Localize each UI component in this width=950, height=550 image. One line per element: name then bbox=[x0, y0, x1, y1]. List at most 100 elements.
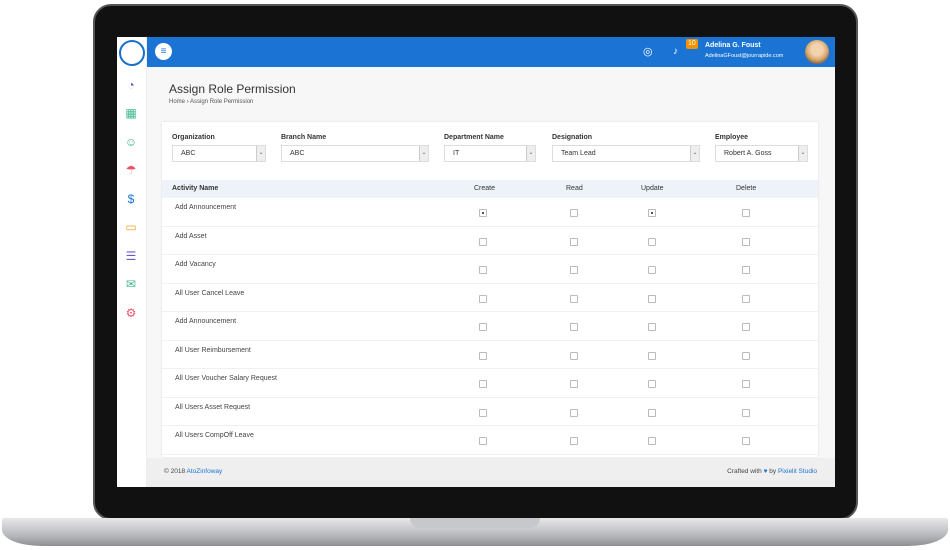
delete-checkbox[interactable] bbox=[742, 408, 750, 417]
employee-label: Employee bbox=[715, 134, 749, 141]
create-checkbox[interactable] bbox=[479, 294, 487, 303]
read-checkbox[interactable] bbox=[570, 209, 578, 217]
table-row: All Users Asset Request bbox=[162, 398, 818, 426]
header-activity: Activity Name bbox=[172, 185, 219, 192]
update-checkbox[interactable] bbox=[648, 437, 656, 445]
table-row: All Users CompOff Leave bbox=[162, 426, 818, 455]
by-text: by bbox=[769, 468, 777, 475]
user-email: AdelinaGFoust@jourrapide.com bbox=[705, 53, 784, 59]
activity-name: All User Cancel Leave bbox=[175, 289, 245, 297]
company-link[interactable]: AtoZinfoway bbox=[186, 468, 223, 475]
logo[interactable] bbox=[119, 40, 145, 66]
branch-label: Branch Name bbox=[281, 134, 327, 141]
read-checkbox[interactable] bbox=[570, 294, 578, 303]
notification-badge: 10 bbox=[686, 39, 698, 49]
branch-value: ABC bbox=[290, 150, 305, 157]
copyright: © 2018 AtoZinfoway bbox=[164, 468, 222, 475]
create-checkbox[interactable] bbox=[479, 323, 487, 331]
delete-checkbox[interactable] bbox=[742, 266, 750, 274]
page-title: Assign Role Permission bbox=[169, 82, 296, 96]
settings-icon[interactable]: ⚙ bbox=[125, 306, 137, 320]
activity-name: Add Announcement bbox=[175, 204, 237, 211]
chat-icon[interactable]: ▭ bbox=[125, 220, 137, 234]
delete-checkbox[interactable] bbox=[742, 209, 750, 217]
menu-button[interactable]: ≡ bbox=[155, 43, 172, 60]
employee-select[interactable]: Robert A. Goss ⌄ bbox=[715, 145, 808, 162]
chevron-down-icon: ⌄ bbox=[419, 146, 428, 161]
delete-checkbox[interactable] bbox=[742, 323, 750, 331]
documents-icon[interactable]: ☰ bbox=[125, 249, 137, 263]
breadcrumb-home[interactable]: Home bbox=[169, 99, 186, 105]
chevron-down-icon: ⌄ bbox=[690, 146, 699, 161]
create-checkbox[interactable] bbox=[479, 351, 487, 360]
chevron-down-icon: ⌄ bbox=[798, 146, 807, 161]
designation-select[interactable]: Team Lead ⌄ bbox=[552, 145, 700, 162]
create-checkbox[interactable] bbox=[479, 209, 487, 217]
header-update: Update bbox=[641, 185, 664, 192]
create-checkbox[interactable] bbox=[479, 437, 487, 445]
update-checkbox[interactable] bbox=[648, 266, 656, 274]
branch-select[interactable]: ABC ⌄ bbox=[281, 145, 429, 162]
laptop-notch bbox=[410, 518, 540, 528]
table-row: All User Voucher Salary Request bbox=[162, 369, 818, 398]
delete-checkbox[interactable] bbox=[742, 237, 750, 246]
create-checkbox[interactable] bbox=[479, 237, 487, 246]
dashboard-icon[interactable]: ◔ bbox=[127, 78, 135, 92]
create-checkbox[interactable] bbox=[479, 408, 487, 417]
update-checkbox[interactable] bbox=[648, 408, 656, 417]
organization-value: ABC bbox=[181, 150, 196, 157]
activity-name: Add Vacancy bbox=[175, 261, 216, 268]
update-checkbox[interactable] bbox=[648, 351, 656, 360]
update-checkbox[interactable] bbox=[648, 294, 656, 303]
delete-checkbox[interactable] bbox=[742, 351, 750, 360]
chevron-down-icon: ⌄ bbox=[256, 146, 265, 161]
update-checkbox[interactable] bbox=[648, 209, 656, 217]
avatar[interactable] bbox=[805, 40, 829, 64]
payroll-icon[interactable]: $ bbox=[127, 192, 135, 206]
read-checkbox[interactable] bbox=[570, 266, 578, 274]
delete-checkbox[interactable] bbox=[742, 437, 750, 445]
breadcrumb: Home › Assign Role Permission bbox=[169, 99, 253, 105]
message-icon[interactable]: ✉ bbox=[125, 277, 137, 291]
calendar-icon[interactable]: ▦ bbox=[125, 106, 137, 120]
activity-name: All User Voucher Salary Request bbox=[175, 375, 277, 382]
screen: ◔ ▦ ☺ ☂ $ ▭ ☰ ✉ ⚙ ≡ ◎ ♪ 10 Adelina G. Fo… bbox=[117, 37, 835, 487]
organization-label: Organization bbox=[172, 134, 215, 141]
help-icon[interactable]: ◎ bbox=[643, 46, 653, 58]
read-checkbox[interactable] bbox=[570, 237, 578, 246]
department-value: IT bbox=[453, 150, 460, 157]
update-checkbox[interactable] bbox=[648, 323, 656, 331]
holiday-icon[interactable]: ☂ bbox=[125, 163, 137, 177]
studio-link[interactable]: Pixielit Studio bbox=[777, 468, 817, 475]
user-name[interactable]: Adelina G. Foust bbox=[705, 42, 761, 49]
update-checkbox[interactable] bbox=[648, 237, 656, 246]
read-checkbox[interactable] bbox=[570, 323, 578, 331]
copyright-text: © 2018 bbox=[164, 468, 186, 475]
department-select[interactable]: IT ⌄ bbox=[444, 145, 536, 162]
activity-name: All Users Asset Request bbox=[175, 403, 251, 411]
header-read: Read bbox=[566, 185, 583, 192]
breadcrumb-separator: › bbox=[186, 99, 189, 105]
breadcrumb-current: Assign Role Permission bbox=[190, 99, 254, 105]
activity-name: Add Asset bbox=[175, 232, 207, 240]
header-delete: Delete bbox=[736, 185, 757, 192]
sidebar: ◔ ▦ ☺ ☂ $ ▭ ☰ ✉ ⚙ bbox=[117, 37, 147, 487]
users-icon[interactable]: ☺ bbox=[124, 135, 138, 149]
table-row: Add Vacancy bbox=[162, 255, 818, 284]
read-checkbox[interactable] bbox=[570, 408, 578, 417]
employee-value: Robert A. Goss bbox=[724, 150, 772, 157]
bell-icon[interactable]: ♪ bbox=[673, 46, 678, 57]
delete-checkbox[interactable] bbox=[742, 294, 750, 303]
table-row: Add Asset bbox=[162, 227, 818, 255]
read-checkbox[interactable] bbox=[570, 351, 578, 360]
read-checkbox[interactable] bbox=[570, 437, 578, 445]
designation-value: Team Lead bbox=[561, 150, 596, 157]
activity-name: All Users CompOff Leave bbox=[175, 432, 254, 439]
organization-select[interactable]: ABC ⌄ bbox=[172, 145, 266, 162]
chevron-down-icon: ⌄ bbox=[526, 146, 535, 161]
create-checkbox[interactable] bbox=[479, 266, 487, 274]
update-checkbox[interactable] bbox=[648, 380, 656, 388]
create-checkbox[interactable] bbox=[479, 380, 487, 388]
delete-checkbox[interactable] bbox=[742, 380, 750, 388]
read-checkbox[interactable] bbox=[570, 380, 578, 388]
